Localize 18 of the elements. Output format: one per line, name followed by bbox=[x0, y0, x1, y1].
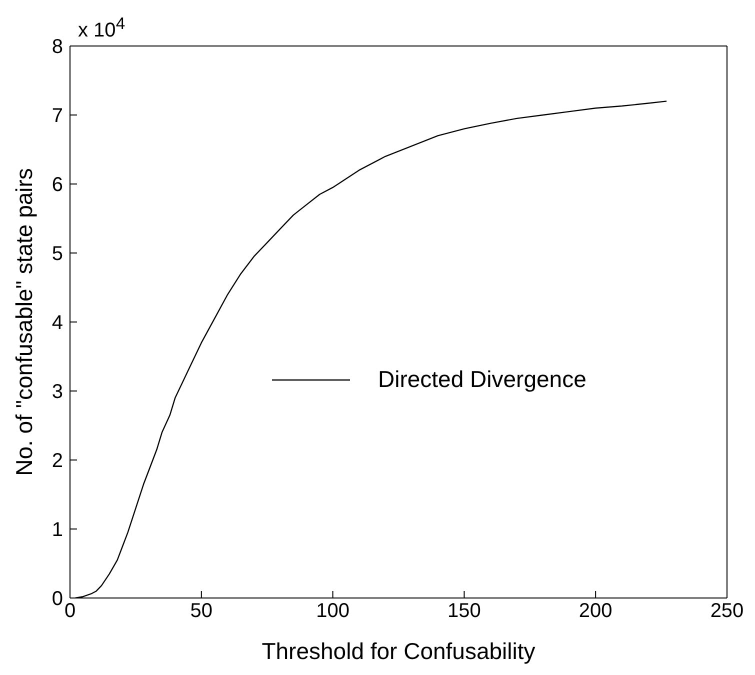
legend-label: Directed Divergence bbox=[378, 366, 586, 393]
x-axis-title: Threshold for Confusability bbox=[262, 638, 536, 664]
x-tick-label: 150 bbox=[448, 600, 481, 622]
y-tick-label: 7 bbox=[52, 105, 63, 128]
y-tick-label: 1 bbox=[52, 519, 63, 542]
x-tick-label: 200 bbox=[578, 600, 612, 622]
y-tick-label: 5 bbox=[52, 243, 63, 266]
y-tick-label: 3 bbox=[52, 381, 63, 404]
y-tick-label: 2 bbox=[52, 450, 63, 472]
y-tick-label: 4 bbox=[52, 312, 63, 334]
x-tick-label: 100 bbox=[316, 600, 350, 622]
x-tick-label: 50 bbox=[190, 600, 213, 622]
text: x 10$^{4}$ bbox=[78, 14, 126, 43]
y-tick-label: 6 bbox=[52, 174, 63, 196]
x-tick-label: 250 bbox=[710, 600, 744, 622]
y-axis-title: No. of "confusable" state pairs bbox=[11, 168, 38, 476]
legend: Directed Divergence bbox=[272, 366, 586, 393]
y-tick-label: 8 bbox=[52, 36, 63, 58]
